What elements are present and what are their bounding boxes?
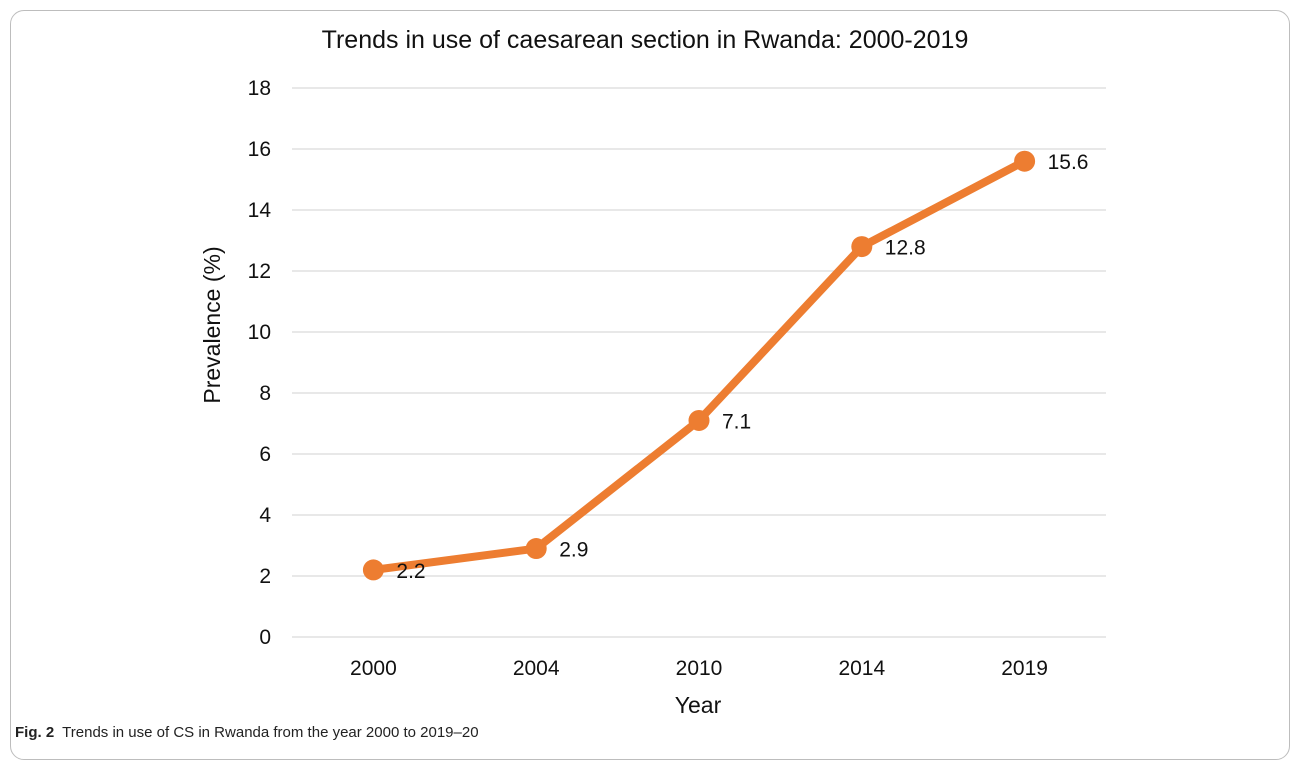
data-point-marker [362, 559, 384, 581]
data-label: 7.1 [722, 410, 751, 433]
figure-caption-label: Fig. 2 [15, 724, 55, 741]
x-tick-label: 2004 [513, 657, 560, 680]
y-axis-label: Prevalence (%) [199, 246, 225, 403]
series-line-group [362, 150, 1036, 581]
gridlines [292, 87, 1106, 638]
data-point-marker [1014, 150, 1036, 172]
y-tick-label: 2 [259, 565, 271, 588]
y-tick-label: 16 [248, 138, 271, 161]
series-line [369, 157, 1029, 574]
x-tick-label: 2010 [676, 657, 723, 680]
y-tick-label: 8 [259, 382, 271, 405]
y-tick-label: 4 [259, 504, 271, 527]
x-tick-label: 2014 [838, 657, 885, 680]
x-tick-label: 2000 [350, 657, 397, 680]
x-tick-label: 2019 [1001, 657, 1048, 680]
figure-caption-text: Trends in use of CS in Rwanda from the y… [62, 724, 479, 741]
y-tick-label: 6 [259, 443, 271, 466]
data-labels: 2.2 2.9 7.1 12.8 15.6 [396, 151, 1088, 583]
y-tick-label: 12 [248, 260, 271, 283]
y-tick-label: 14 [248, 199, 272, 222]
figure-caption: Fig. 2 Trends in use of CS in Rwanda from… [15, 724, 479, 741]
line-chart: Trends in use of caesarean section in Rw… [199, 26, 1106, 718]
chart-title: Trends in use of caesarean section in Rw… [322, 26, 969, 54]
x-axis-ticks: 2000 2004 2010 2014 2019 [350, 657, 1048, 680]
y-axis-ticks: 0 2 4 6 8 10 12 14 16 18 [248, 77, 272, 649]
y-tick-label: 0 [259, 626, 271, 649]
data-label: 12.8 [885, 237, 926, 260]
x-axis-label: Year [675, 692, 722, 718]
y-tick-label: 10 [248, 321, 271, 344]
data-label: 2.9 [559, 539, 588, 562]
data-label: 2.2 [396, 560, 425, 583]
data-point-marker [688, 409, 710, 431]
data-point-marker [851, 236, 873, 258]
data-label: 15.6 [1048, 151, 1089, 174]
y-tick-label: 18 [248, 77, 271, 100]
data-point-marker [525, 538, 547, 560]
